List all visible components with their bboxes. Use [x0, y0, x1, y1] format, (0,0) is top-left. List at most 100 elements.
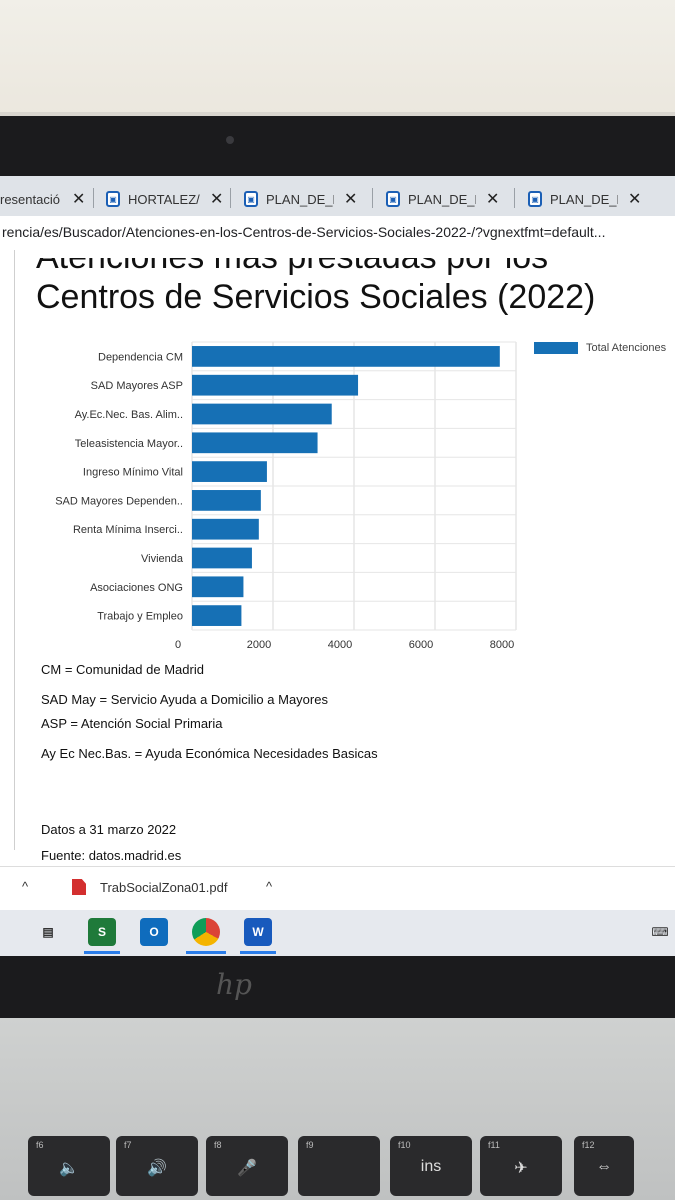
category-label: Trabajo y Empleo	[97, 611, 183, 623]
windows-taskbar: ▤ S O W ⌨	[0, 910, 675, 956]
keyboard-key: f12 ⇔	[574, 1136, 634, 1196]
active-indicator	[186, 951, 226, 954]
tab-presentacion[interactable]: resentació ✕	[0, 182, 88, 216]
tab-label: PLAN_DE_N	[266, 191, 334, 207]
tab-label: PLAN_DE_N	[408, 191, 476, 207]
key-fn-label: f10	[398, 1140, 411, 1150]
key-icon: 🎤	[237, 1160, 257, 1177]
close-icon[interactable]: ✕	[628, 191, 642, 208]
bar[interactable]	[192, 490, 261, 511]
x-tick-label: 6000	[409, 639, 433, 651]
close-icon[interactable]: ✕	[344, 191, 358, 208]
downloads-bar: ^ TrabSocialZona01.pdf ^	[0, 866, 675, 911]
chevron-up-icon[interactable]: ^	[22, 879, 29, 894]
source-note: Fuente: datos.madrid.es	[41, 848, 182, 863]
keyboard-icon[interactable]: ⌨	[651, 925, 669, 939]
tab-separator	[93, 188, 94, 208]
tab-separator	[372, 188, 373, 208]
close-icon[interactable]: ✕	[486, 191, 500, 208]
download-item[interactable]: TrabSocialZona01.pdf	[72, 879, 227, 895]
keyboard-key: f8 🎤	[206, 1136, 288, 1196]
tab-label: resentació	[0, 191, 60, 207]
x-tick-label: 2000	[247, 639, 271, 651]
category-label: SAD Mayores Dependen..	[55, 495, 183, 507]
category-label: Ay.Ec.Nec. Bas. Alim..	[75, 409, 183, 421]
close-icon[interactable]: ✕	[72, 191, 86, 208]
sigma-app-icon[interactable]: S	[88, 918, 116, 946]
address-bar[interactable]: rencia/es/Buscador/Atenciones-en-los-Cen…	[0, 216, 675, 251]
key-fn-label: f6	[36, 1140, 44, 1150]
x-tick-label: 4000	[328, 639, 352, 651]
tab-plan-2[interactable]: ▣ PLAN_DE_N ✕	[386, 182, 506, 216]
chevron-up-icon[interactable]: ^	[266, 879, 273, 894]
key-icon: ⇔	[596, 1158, 612, 1175]
keyboard-key: f7 🔊	[116, 1136, 198, 1196]
bar-chart: 0 2000 4000 6000 8000 Dependencia CM SAD Mayor…	[55, 341, 517, 651]
page-border	[14, 250, 15, 850]
hp-logo: hp	[216, 968, 252, 1001]
download-filename[interactable]: TrabSocialZona01.pdf	[100, 879, 228, 895]
keyboard-key: f6 🔈	[28, 1136, 110, 1196]
note-sad: SAD May = Servicio Ayuda a Domicilio a M…	[41, 692, 328, 707]
page-title-line-1: Atenciones más prestadas por los	[36, 238, 549, 276]
key-icon: ins	[420, 1158, 442, 1175]
laptop-bottom-bezel	[0, 956, 675, 1018]
bar[interactable]	[192, 374, 359, 396]
tab-separator	[230, 188, 231, 208]
chrome-icon[interactable]	[192, 918, 220, 946]
category-label: Renta Mínima Inserci..	[73, 524, 183, 536]
key-icon: 🔈	[59, 1160, 79, 1177]
madrid-logo-icon: ▣	[244, 191, 258, 207]
tab-label: HORTALEZ/	[128, 191, 200, 207]
category-label: Dependencia CM	[98, 351, 183, 363]
note-ayec: Ay Ec Nec.Bas. = Ayuda Económica Necesid…	[41, 746, 378, 761]
key-fn-label: f11	[488, 1140, 500, 1150]
background-wall	[0, 0, 675, 118]
bar[interactable]	[192, 605, 242, 626]
active-indicator	[240, 951, 276, 954]
browser-tab-bar: resentació ✕ ▣ HORTALEZ/ ✕ ▣ PLAN_DE_N ✕…	[0, 176, 675, 216]
x-tick-label: 8000	[490, 639, 514, 651]
tab-hortaleza[interactable]: ▣ HORTALEZ/ ✕	[106, 182, 224, 216]
bar[interactable]	[192, 547, 252, 569]
page-content: Atenciones más prestadas por los Centros…	[0, 250, 675, 863]
url-text[interactable]: rencia/es/Buscador/Atenciones-en-los-Cen…	[2, 224, 606, 240]
laptop-top-bezel	[0, 112, 675, 180]
word-icon[interactable]: W	[244, 918, 272, 946]
category-label: Teleasistencia Mayor..	[75, 438, 183, 450]
pdf-icon	[72, 879, 86, 895]
tab-separator	[514, 188, 515, 208]
keyboard-key: f11 ✈	[480, 1136, 562, 1196]
active-indicator	[84, 951, 120, 954]
category-label: Asociaciones ONG	[90, 582, 183, 594]
task-view-icon[interactable]: ▤	[42, 925, 54, 939]
madrid-logo-icon: ▣	[106, 191, 120, 207]
category-label: SAD Mayores ASP	[91, 380, 183, 392]
outlook-icon[interactable]: O	[140, 918, 168, 946]
category-label: Ingreso Mínimo Vital	[83, 467, 183, 479]
key-fn-label: f12	[582, 1140, 595, 1150]
legend-swatch	[534, 342, 578, 354]
page-title-line-2: Centros de Servicios Sociales (2022)	[36, 278, 596, 316]
bar[interactable]	[192, 461, 267, 482]
tab-plan-1[interactable]: ▣ PLAN_DE_N ✕	[244, 182, 364, 216]
key-fn-label: f8	[214, 1140, 222, 1150]
key-icon: ✈	[514, 1160, 528, 1177]
bar[interactable]	[192, 346, 500, 367]
bar[interactable]	[192, 576, 244, 598]
bar[interactable]	[192, 403, 332, 425]
bar[interactable]	[192, 432, 318, 454]
tab-label: PLAN_DE_N	[550, 191, 618, 207]
tab-plan-3[interactable]: ▣ PLAN_DE_N ✕	[528, 182, 660, 216]
bar[interactable]	[192, 518, 259, 540]
note-asp: ASP = Atención Social Primaria	[41, 716, 223, 731]
key-icon: 🔊	[147, 1160, 167, 1177]
key-fn-label: f7	[124, 1140, 132, 1150]
x-tick-label: 0	[175, 639, 181, 651]
close-icon[interactable]: ✕	[210, 191, 224, 208]
madrid-logo-icon: ▣	[528, 191, 542, 207]
keyboard-key: f9	[298, 1136, 380, 1196]
webcam	[226, 136, 234, 144]
madrid-logo-icon: ▣	[386, 191, 400, 207]
chart-legend: Total Atenciones	[534, 342, 666, 354]
